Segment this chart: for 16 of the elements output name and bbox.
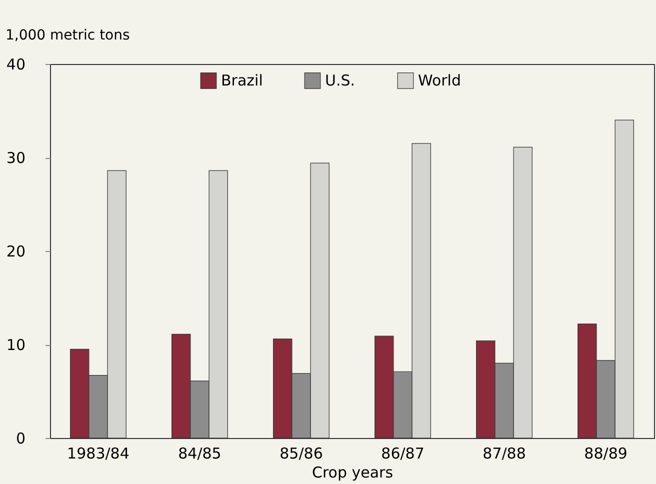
x-axis-title: Crop years	[312, 464, 394, 482]
x-tick-label: 88/89	[584, 444, 628, 462]
y-tick-label: 30	[6, 149, 26, 167]
legend-label: U.S.	[325, 72, 356, 90]
x-tick-label: 85/86	[280, 444, 323, 462]
y-tick-label: 40	[6, 56, 26, 74]
x-tick-label: 84/85	[178, 444, 222, 462]
y-axis-title: 1,000 metric tons	[6, 28, 130, 44]
y-tick-label: 20	[6, 242, 26, 260]
x-tick-label: 1983/84	[67, 444, 130, 462]
legend-label: World	[418, 72, 461, 90]
x-tick-label: 87/88	[482, 444, 526, 462]
y-tick-label: 10	[6, 336, 26, 354]
x-tick-label: 86/87	[381, 444, 424, 462]
y-tick-label: 0	[16, 430, 26, 448]
legend-label: Brazil	[221, 72, 263, 90]
